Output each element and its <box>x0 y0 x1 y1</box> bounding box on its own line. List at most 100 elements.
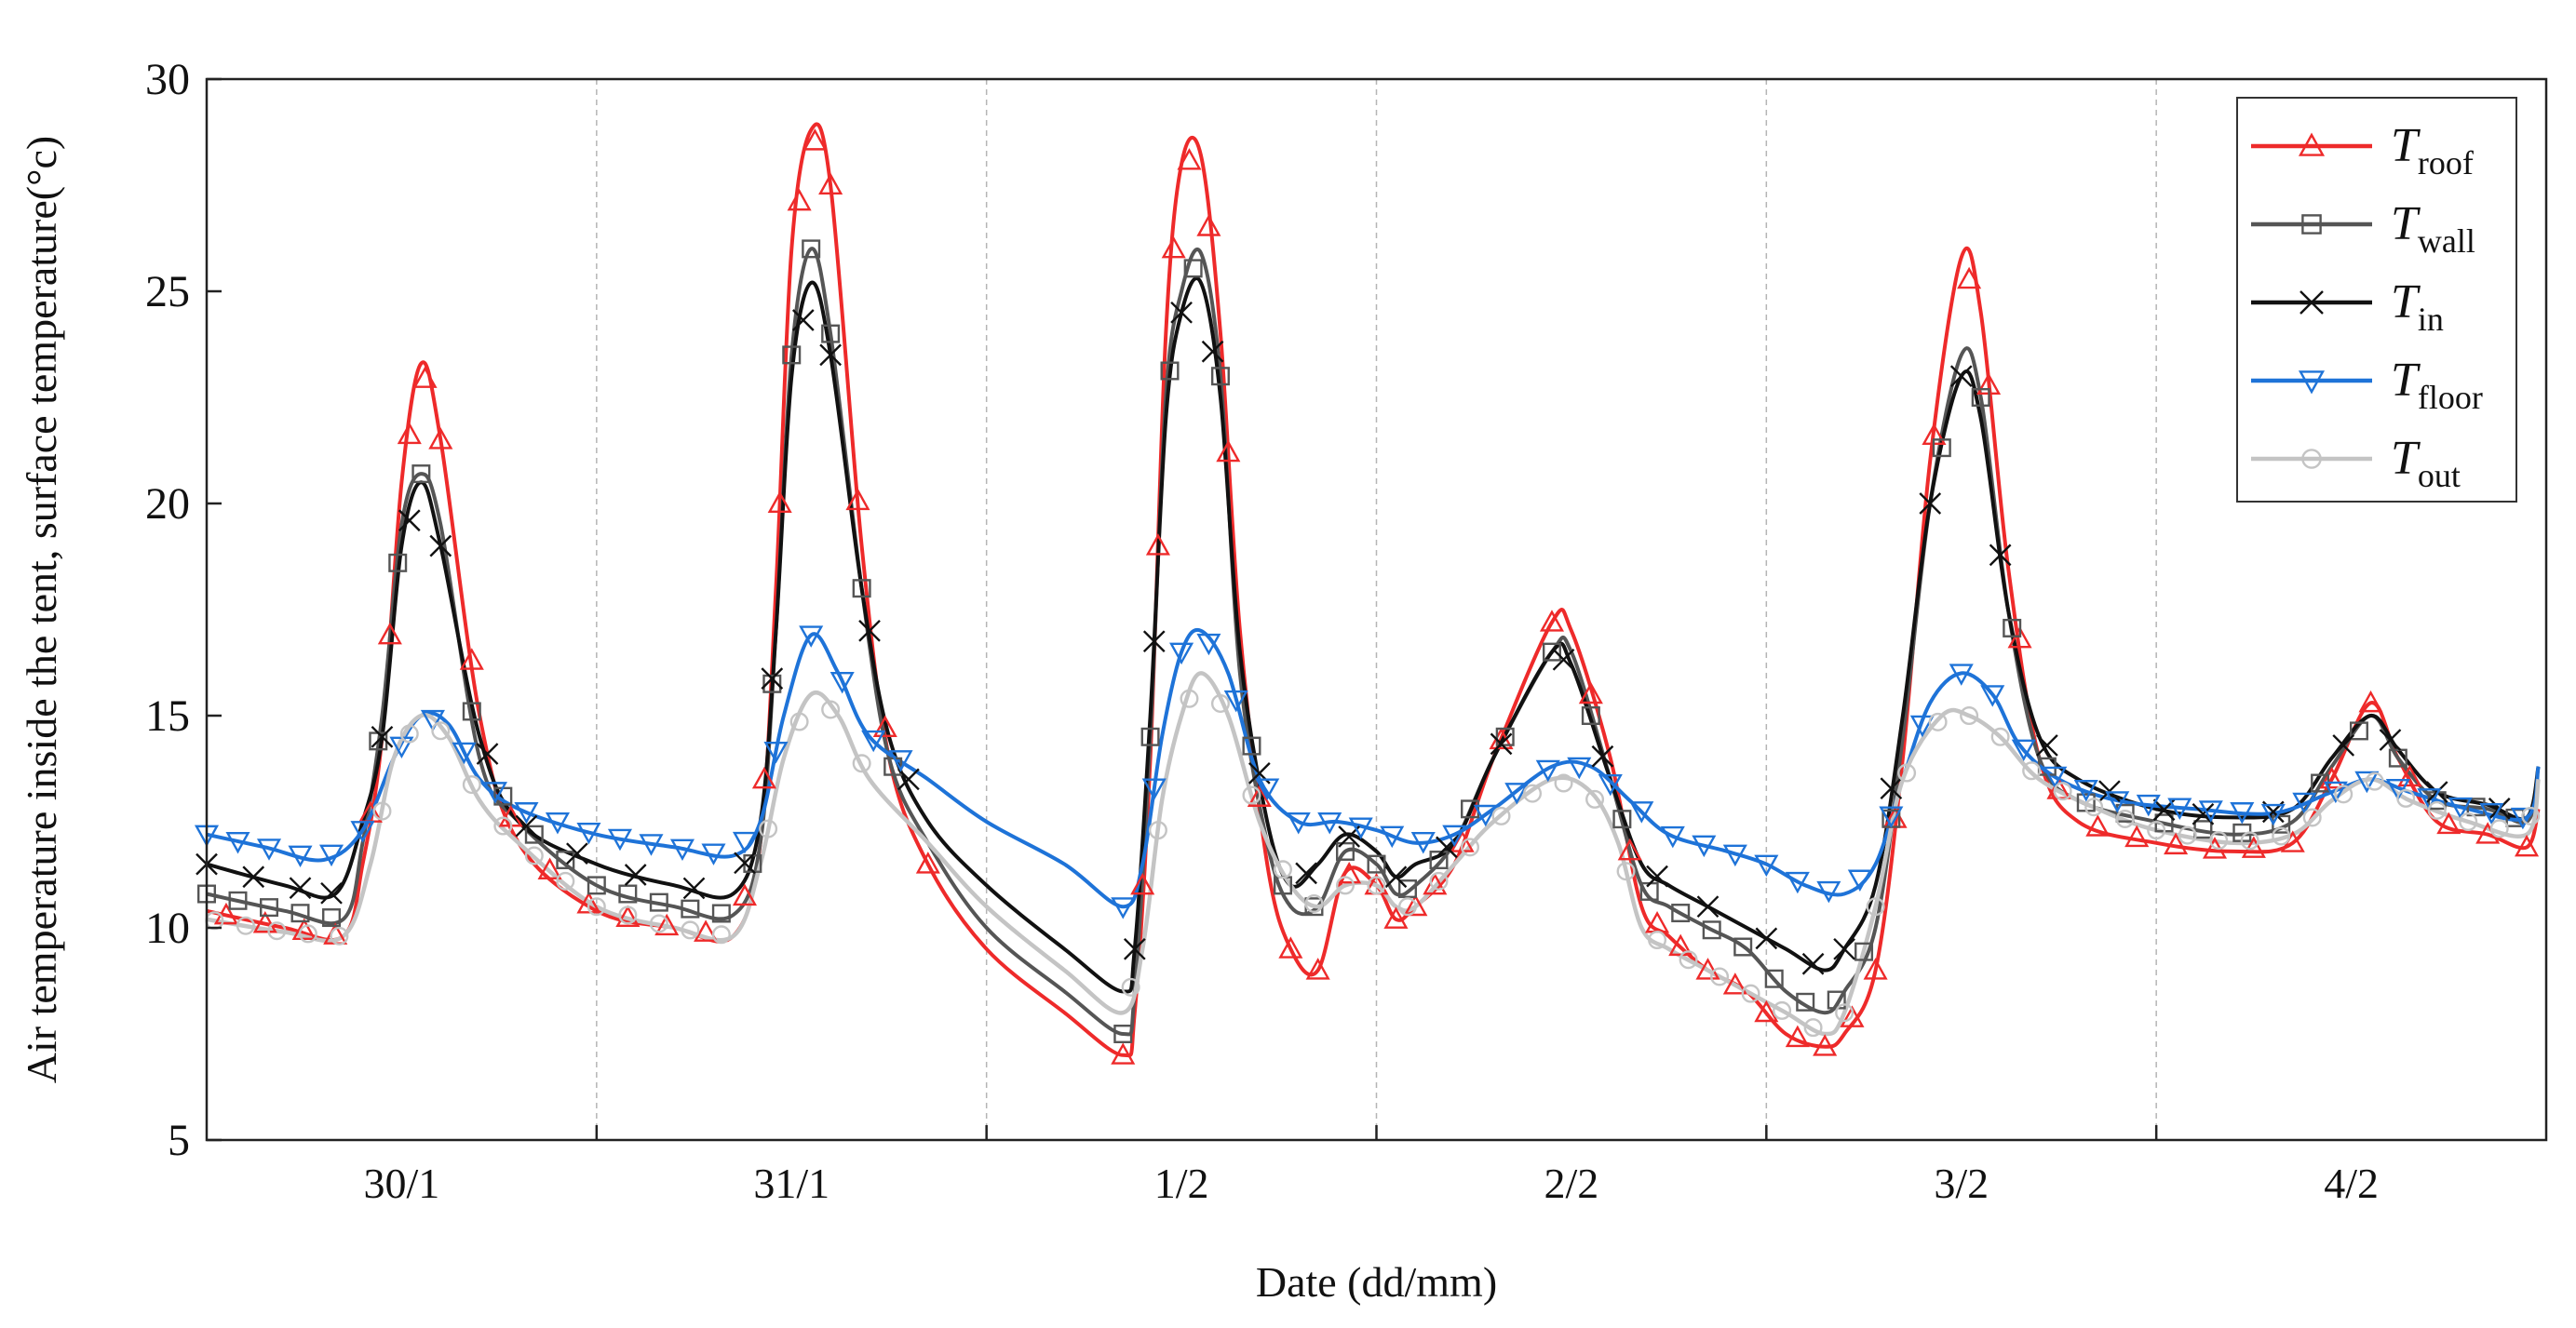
marker-tout <box>1242 785 1261 805</box>
marker-tfloor <box>639 834 664 856</box>
marker-twall <box>618 884 638 904</box>
marker-tin <box>682 877 706 900</box>
legend-label: Tin <box>2391 275 2444 338</box>
marker-tfloor <box>763 742 789 764</box>
marker-tout <box>2022 761 2042 781</box>
marker-troof <box>1337 861 1362 884</box>
marker-tout <box>1121 977 1140 997</box>
marker-troof <box>1383 906 1409 929</box>
marker-troof <box>1305 958 1330 980</box>
marker-troof <box>787 188 812 211</box>
marker-tout <box>759 819 778 838</box>
marker-tfloor <box>2230 802 2255 825</box>
marker-tfloor <box>1535 759 1560 783</box>
marker-troof <box>1785 1025 1810 1048</box>
marker-tin <box>1123 937 1146 960</box>
legend-marker <box>2300 290 2324 315</box>
marker-troof <box>751 766 776 789</box>
marker-tin <box>2379 729 2402 751</box>
marker-tin <box>1436 836 1458 859</box>
marker-troof <box>1145 533 1170 556</box>
marker-troof <box>767 490 792 513</box>
marker-tin <box>1801 952 1825 975</box>
marker-tfloor <box>2479 802 2504 825</box>
marker-tin <box>2098 780 2121 803</box>
marker-troof <box>428 427 453 449</box>
legend-label: Tout <box>2391 432 2461 494</box>
marker-tfloor <box>861 730 886 753</box>
y-tick-label: 10 <box>145 904 190 953</box>
marker-tfloor <box>1317 812 1342 835</box>
marker-tin <box>1989 543 2012 567</box>
marker-twall <box>1542 642 1561 662</box>
marker-tin <box>1949 365 1973 388</box>
marker-twall <box>711 904 731 923</box>
marker-twall <box>388 553 408 572</box>
marker-tin <box>819 343 842 367</box>
y-axis-label: Air temperature inside the tent, surface… <box>18 136 65 1083</box>
marker-tout <box>2396 788 2416 808</box>
marker-tin <box>1755 927 1778 950</box>
marker-twall <box>524 825 544 844</box>
marker-tfloor <box>2448 797 2473 820</box>
marker-tout <box>2115 809 2135 828</box>
marker-tin <box>566 842 588 865</box>
marker-troof <box>2397 764 2422 787</box>
marker-twall <box>322 908 342 928</box>
marker-tout <box>1585 789 1605 809</box>
marker-tout <box>399 724 419 744</box>
marker-tout <box>852 754 871 773</box>
marker-troof <box>1957 266 1982 289</box>
marker-troof <box>291 918 317 941</box>
legend-item-wall: Twall <box>2251 197 2475 260</box>
marker-tin <box>1490 732 1513 756</box>
marker-tout <box>1398 897 1418 917</box>
marker-tin <box>1833 937 1855 960</box>
legend-item-in: Tin <box>2251 275 2444 338</box>
marker-troof <box>1403 893 1428 917</box>
marker-tfloor <box>799 625 824 648</box>
marker-tin <box>1919 492 1942 515</box>
marker-tfloor <box>514 802 539 825</box>
marker-tout <box>1679 950 1698 970</box>
marker-tfloor <box>607 828 633 852</box>
marker-troof <box>2164 832 2189 855</box>
x-tick-label: 3/2 <box>1934 1160 1989 1207</box>
marker-twall <box>1429 851 1449 870</box>
marker-troof <box>915 852 940 874</box>
marker-tfloor <box>452 742 477 765</box>
legend: Troof Twall Tin Tfloor Tout <box>2236 97 2517 503</box>
y-axis-ticks: 5 10 15 20 25 30 <box>145 55 222 1165</box>
marker-tout <box>2521 806 2541 825</box>
marker-tfloor <box>1473 804 1498 827</box>
marker-tfloor <box>1629 801 1654 824</box>
marker-twall <box>1702 920 1721 940</box>
marker-tfloor <box>2510 807 2535 830</box>
y-tick-label: 20 <box>145 479 190 529</box>
marker-troof <box>654 913 680 936</box>
marker-tout <box>1773 1000 1792 1020</box>
marker-tout <box>267 921 287 941</box>
marker-tout <box>1928 712 1948 731</box>
marker-tout <box>1180 689 1199 708</box>
marker-tfloor <box>1692 835 1717 858</box>
marker-tin <box>320 881 343 905</box>
marker-tin <box>242 865 265 889</box>
marker-tfloor <box>576 822 601 845</box>
marker-tout <box>1148 821 1167 840</box>
marker-twall <box>1113 1024 1133 1043</box>
marker-tout <box>2334 785 2353 804</box>
marker-troof <box>2241 836 2266 858</box>
marker-tfloor <box>1567 757 1592 780</box>
marker-twall <box>681 899 700 919</box>
day-separator-gridlines <box>596 79 2157 1140</box>
marker-tfloor <box>1286 812 1311 835</box>
marker-tout <box>1990 727 2010 746</box>
marker-tin <box>761 667 784 690</box>
marker-troof <box>1423 872 1448 895</box>
marker-twall <box>556 851 575 870</box>
marker-tout <box>2427 800 2447 820</box>
marker-tin <box>398 509 421 532</box>
marker-tfloor <box>2043 766 2068 789</box>
legend-label: Troof <box>2391 119 2474 181</box>
